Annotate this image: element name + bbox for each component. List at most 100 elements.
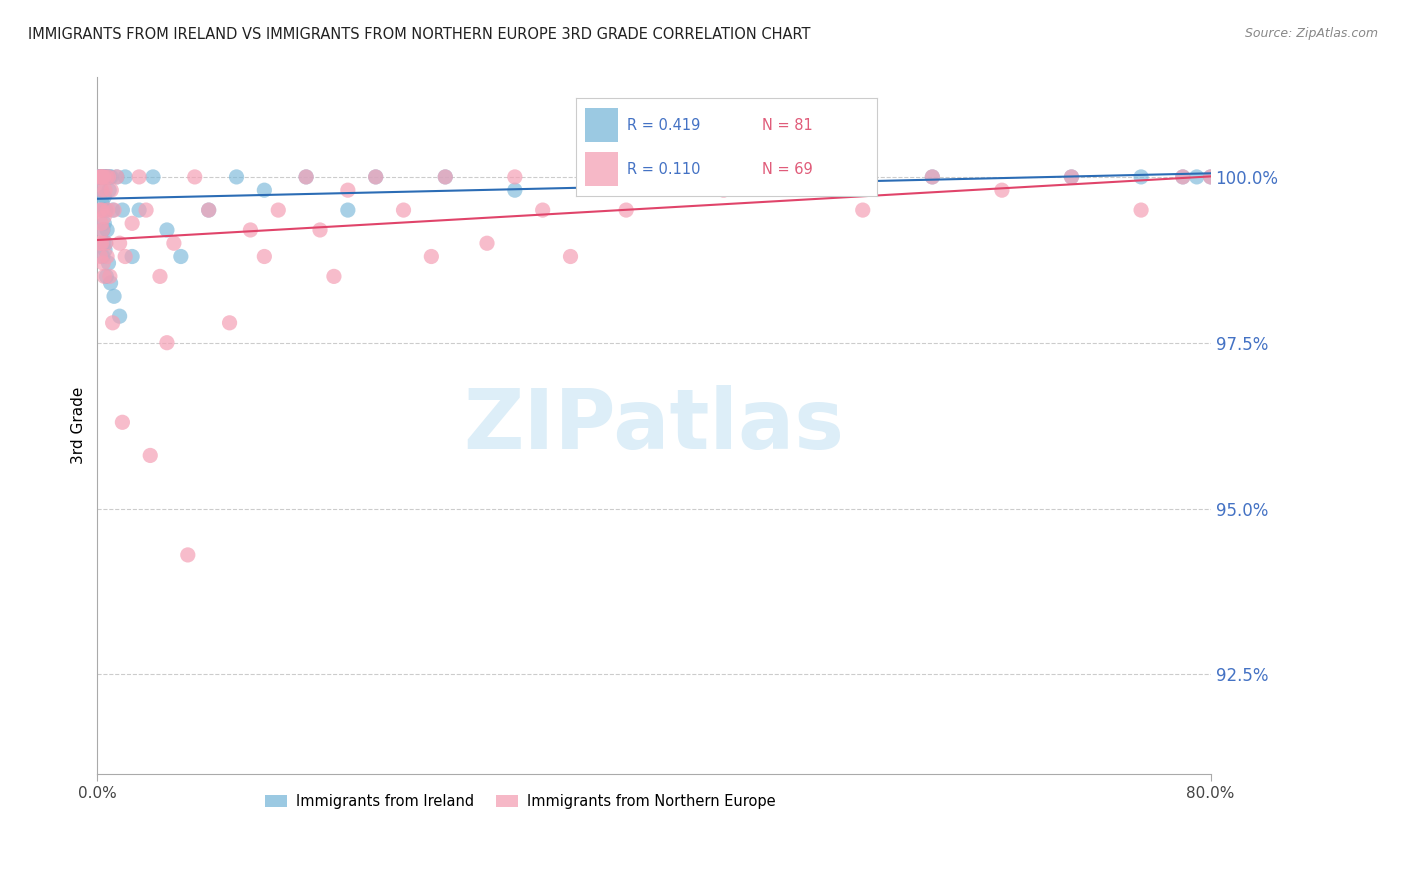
Point bbox=[364, 169, 387, 184]
Point bbox=[91, 256, 114, 270]
Point bbox=[713, 183, 735, 197]
Point bbox=[91, 196, 114, 211]
Point bbox=[1130, 203, 1153, 218]
Point bbox=[90, 169, 112, 184]
Point bbox=[93, 169, 115, 184]
Point bbox=[336, 203, 359, 218]
Point bbox=[89, 250, 111, 264]
Point bbox=[218, 316, 240, 330]
Point bbox=[128, 169, 150, 184]
Point bbox=[1199, 169, 1222, 184]
Point bbox=[434, 169, 457, 184]
Point bbox=[267, 203, 290, 218]
Point bbox=[108, 236, 131, 251]
Point bbox=[170, 250, 193, 264]
Point bbox=[87, 169, 110, 184]
Point bbox=[96, 169, 118, 184]
Point bbox=[90, 169, 112, 184]
Point bbox=[89, 169, 111, 184]
Point bbox=[90, 183, 112, 197]
Point bbox=[87, 169, 110, 184]
Point bbox=[94, 169, 117, 184]
Point bbox=[90, 216, 112, 230]
Point bbox=[323, 269, 346, 284]
Point bbox=[91, 223, 114, 237]
Point bbox=[87, 169, 110, 184]
Point bbox=[1060, 169, 1083, 184]
Point bbox=[96, 250, 118, 264]
Point bbox=[91, 169, 114, 184]
Point bbox=[1171, 169, 1194, 184]
Point bbox=[91, 203, 114, 218]
Point bbox=[149, 269, 172, 284]
Point bbox=[93, 169, 115, 184]
Point bbox=[94, 236, 117, 251]
Point bbox=[94, 169, 117, 184]
Point bbox=[89, 203, 111, 218]
Point bbox=[94, 243, 117, 257]
Point bbox=[97, 256, 120, 270]
Point bbox=[782, 169, 804, 184]
Point bbox=[105, 169, 128, 184]
Point bbox=[177, 548, 200, 562]
Point bbox=[121, 216, 143, 230]
Point bbox=[101, 316, 124, 330]
Point bbox=[90, 169, 112, 184]
Point bbox=[114, 250, 136, 264]
Point bbox=[89, 169, 111, 184]
Point bbox=[852, 203, 875, 218]
Point bbox=[87, 169, 110, 184]
Point bbox=[614, 203, 637, 218]
Point bbox=[921, 169, 943, 184]
Point bbox=[94, 236, 117, 251]
Point bbox=[392, 203, 415, 218]
Point bbox=[782, 169, 804, 184]
Point bbox=[100, 169, 122, 184]
Point bbox=[921, 169, 943, 184]
Point bbox=[93, 169, 115, 184]
Point bbox=[87, 169, 110, 184]
Point bbox=[91, 203, 114, 218]
Point bbox=[93, 216, 115, 230]
Point bbox=[89, 169, 111, 184]
Point bbox=[89, 169, 111, 184]
Point bbox=[89, 169, 111, 184]
Point bbox=[108, 309, 131, 323]
Point bbox=[94, 183, 117, 197]
Point bbox=[503, 183, 526, 197]
Point bbox=[336, 183, 359, 197]
Point bbox=[90, 169, 112, 184]
Point bbox=[90, 169, 112, 184]
Point bbox=[253, 250, 276, 264]
Point bbox=[128, 203, 150, 218]
Point bbox=[96, 169, 118, 184]
Point bbox=[103, 289, 125, 303]
Point bbox=[574, 169, 596, 184]
Point bbox=[89, 236, 111, 251]
Point bbox=[1130, 169, 1153, 184]
Point bbox=[93, 269, 115, 284]
Point bbox=[225, 169, 247, 184]
Point bbox=[253, 183, 276, 197]
Point bbox=[135, 203, 157, 218]
Point bbox=[90, 169, 112, 184]
Point bbox=[197, 203, 219, 218]
Point bbox=[93, 190, 115, 204]
Point bbox=[1060, 169, 1083, 184]
Point bbox=[1185, 169, 1208, 184]
Point bbox=[91, 169, 114, 184]
Point bbox=[96, 223, 118, 237]
Point bbox=[97, 169, 120, 184]
Point bbox=[90, 169, 112, 184]
Text: ZIPatlas: ZIPatlas bbox=[464, 385, 845, 467]
Point bbox=[91, 250, 114, 264]
Point bbox=[420, 250, 443, 264]
Point bbox=[91, 169, 114, 184]
Point bbox=[93, 210, 115, 224]
Point bbox=[643, 169, 665, 184]
Point bbox=[90, 169, 112, 184]
Point bbox=[90, 236, 112, 251]
Point bbox=[991, 183, 1014, 197]
Point bbox=[1171, 169, 1194, 184]
Point bbox=[531, 203, 554, 218]
